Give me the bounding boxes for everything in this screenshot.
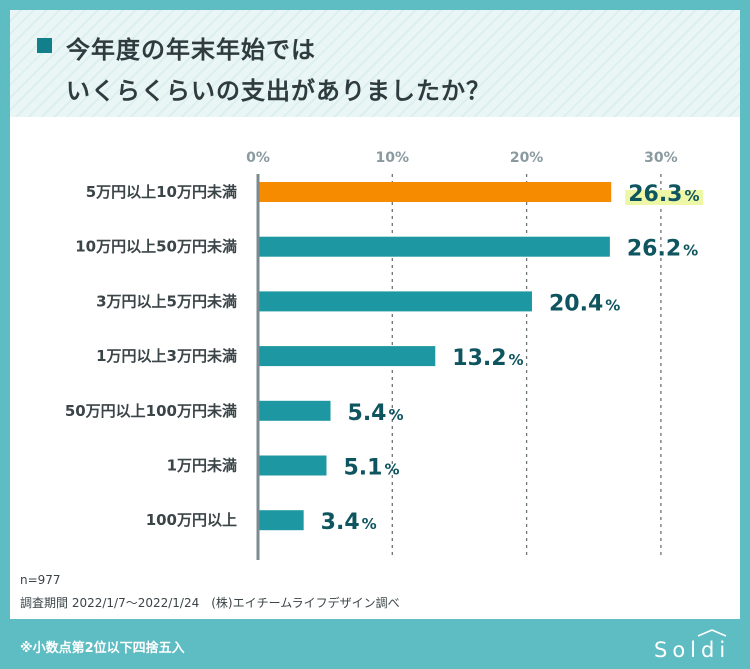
value-unit: % [384, 461, 399, 479]
bar [258, 182, 612, 202]
value-unit: % [509, 351, 524, 369]
category-label: 50万円以上100万円未満 [65, 402, 237, 420]
soldi-logo: Soldi [654, 629, 730, 662]
category-label: 1万円未満 [167, 457, 237, 475]
title-banner: 今年度の年末年始では いくらくらいの支出がありましたか？ [10, 10, 740, 117]
bar [258, 400, 331, 421]
chart-panel: 0% 10% 20% 30% 5万円以上10万円未満 26.3% 10万円以上50万円未満 2… [10, 117, 740, 619]
bar-chart: 0% 10% 20% 30% 5万円以上10万円未満 26.3 % 10万円以上50万円未満 2… [65, 150, 704, 560]
value-unit: % [605, 296, 620, 314]
x-tick-label: 20% [510, 150, 544, 166]
survey-period-note: 調査期間 2022/1/7〜2022/1/24 (株)エイチームライフデザイン調… [20, 596, 400, 610]
logo-roof-icon [697, 629, 727, 637]
category-label: 3万円以上5万円未満 [96, 292, 237, 310]
rounding-note: ※小数点第2位以下四捨五入 [20, 641, 185, 656]
value-unit: % [683, 242, 698, 260]
value-label: 5.1% [343, 456, 399, 481]
value-unit: % [389, 406, 404, 424]
x-tick-label: 30% [644, 150, 678, 166]
category-label: 10万円以上50万円未満 [75, 238, 237, 256]
category-label: 100万円以上 [146, 511, 237, 529]
highlight-marker [625, 190, 704, 205]
title-line-1: 今年度の年末年始では [66, 36, 316, 64]
value-label: 26.3% [628, 182, 699, 207]
bar [258, 236, 610, 257]
logo-text: Soldi [654, 638, 730, 662]
value-label: 13.2% [452, 346, 523, 371]
value-label: 20.4% [549, 291, 620, 316]
title-square-icon [37, 38, 52, 53]
bar [258, 510, 304, 531]
x-tick-label: 0% [246, 150, 270, 166]
value-label: 26.2% [627, 237, 698, 262]
bar [258, 291, 532, 312]
category-label: 1万円以上3万円未満 [96, 347, 237, 365]
bar [258, 346, 436, 367]
value-label: 3.4% [321, 510, 377, 535]
value-unit: % [684, 187, 699, 205]
title-line-2: いくらくらいの支出がありましたか？ [66, 77, 491, 105]
sample-size-note: n=977 [20, 573, 61, 587]
category-label: 5万円以上10万円未満 [86, 183, 237, 201]
value-label: 5.4% [348, 401, 404, 426]
x-tick-label: 10% [376, 150, 410, 166]
value-unit: % [362, 515, 377, 533]
bar [258, 455, 327, 476]
